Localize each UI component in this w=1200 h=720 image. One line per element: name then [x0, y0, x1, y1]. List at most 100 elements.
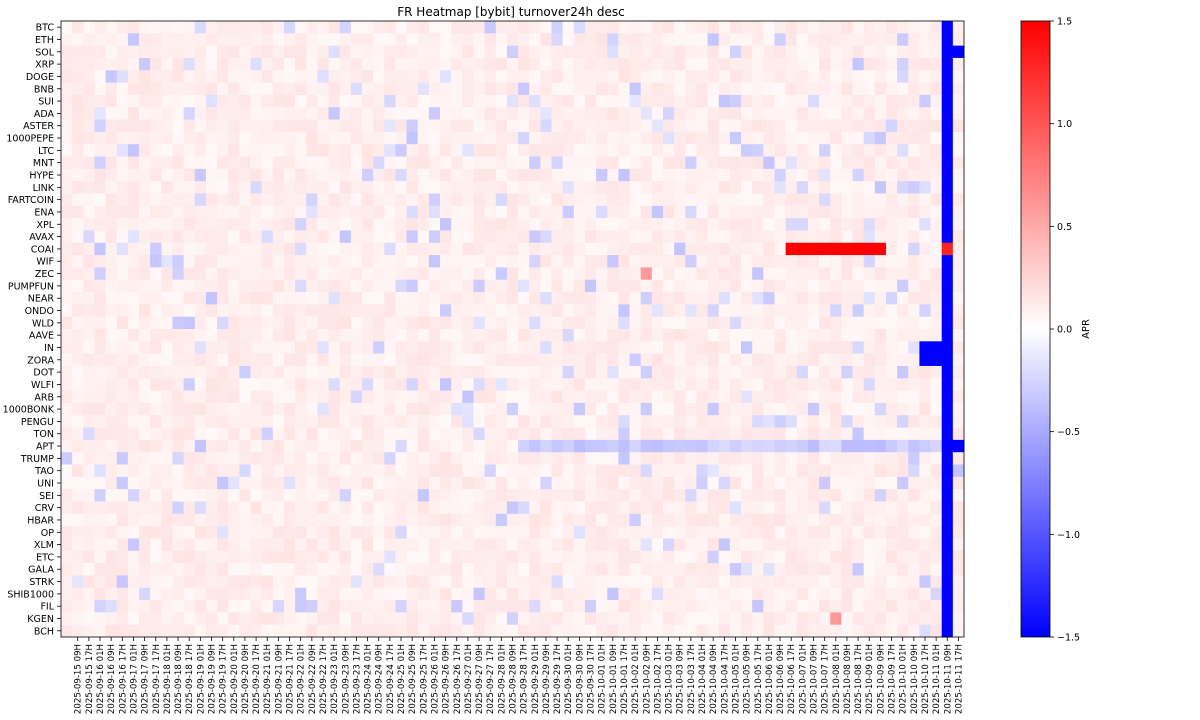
heatmap-cell [194, 255, 207, 268]
heatmap-cell [205, 365, 218, 379]
heatmap-cell [863, 242, 876, 256]
heatmap-cell [785, 427, 798, 441]
heatmap-cell [551, 513, 564, 527]
heatmap-cell [451, 70, 463, 83]
heatmap-cell [261, 168, 274, 182]
heatmap-cell [205, 181, 218, 194]
heatmap-cell [551, 156, 564, 170]
y-tick-label: HBAR [27, 515, 54, 526]
heatmap-cell [618, 600, 630, 613]
heatmap-cell [741, 255, 753, 268]
heatmap-cell [172, 218, 185, 231]
heatmap-cell [205, 587, 218, 601]
heatmap-cell [908, 624, 920, 638]
heatmap-cell [718, 513, 731, 527]
heatmap-cell [72, 353, 84, 367]
heatmap-cell [94, 33, 106, 47]
heatmap-cell [897, 292, 909, 305]
heatmap-cell [919, 168, 931, 182]
heatmap-cell [796, 267, 809, 281]
heatmap-cell [94, 341, 106, 355]
heatmap-cell [718, 526, 731, 539]
heatmap-cell [640, 279, 653, 293]
heatmap-cell [506, 131, 519, 145]
heatmap-cell [194, 230, 207, 244]
heatmap-cell [462, 107, 474, 120]
heatmap-cell [428, 82, 441, 96]
heatmap-cell [785, 218, 798, 231]
heatmap-cell [328, 156, 341, 170]
heatmap-cell [139, 476, 151, 490]
heatmap-cell [362, 563, 374, 576]
heatmap-cell [495, 575, 508, 589]
heatmap-cell [618, 476, 630, 490]
heatmap-cell [841, 21, 853, 34]
heatmap-cell [451, 82, 463, 96]
heatmap-cell [272, 390, 285, 404]
heatmap-cell [217, 94, 229, 108]
x-tick-label: 2025-09-22 09H [308, 644, 318, 714]
heatmap-cell [462, 365, 474, 379]
heatmap-cell [551, 329, 564, 342]
heatmap-cell [406, 365, 419, 379]
heatmap-cell [272, 427, 285, 441]
heatmap-cell [529, 131, 541, 145]
heatmap-cell [651, 365, 664, 379]
heatmap-cell [941, 230, 954, 244]
heatmap-cell [261, 119, 274, 133]
heatmap-cell [930, 341, 943, 355]
heatmap-cell [172, 82, 185, 96]
heatmap-cell [228, 501, 240, 515]
heatmap-cell [183, 193, 196, 207]
heatmap-cell [161, 329, 173, 342]
heatmap-cell [941, 70, 954, 83]
heatmap-cell [105, 292, 118, 305]
heatmap-cell [763, 612, 775, 626]
heatmap-cell [239, 390, 251, 404]
heatmap-cell [261, 526, 274, 539]
heatmap-cell [150, 218, 162, 231]
heatmap-cell [205, 538, 218, 552]
heatmap-cell [339, 439, 352, 453]
heatmap-cell [339, 82, 352, 96]
heatmap-cell [495, 550, 508, 564]
heatmap-cell [317, 439, 329, 453]
heatmap-cell [618, 513, 630, 527]
heatmap-cell [362, 452, 374, 465]
heatmap-cell [295, 464, 307, 478]
heatmap-cell [584, 267, 597, 281]
heatmap-cell [696, 168, 708, 182]
heatmap-cell [440, 476, 452, 490]
heatmap-cell [584, 205, 597, 219]
heatmap-cell [272, 94, 285, 108]
heatmap-cell [629, 33, 642, 47]
heatmap-cell [261, 587, 274, 601]
heatmap-cell [373, 390, 385, 404]
heatmap-cell [161, 415, 173, 428]
heatmap-cell [573, 131, 586, 145]
heatmap-cell [852, 402, 865, 416]
heatmap-cell [139, 168, 151, 182]
heatmap-cell [685, 575, 697, 589]
heatmap-cell [350, 316, 363, 330]
heatmap-cell [796, 94, 809, 108]
heatmap-cell [651, 304, 664, 318]
heatmap-cell [540, 267, 552, 281]
heatmap-cell [930, 193, 943, 207]
heatmap-cell [629, 57, 642, 71]
heatmap-cell [72, 600, 84, 613]
heatmap-cell [116, 21, 129, 34]
heatmap-cell [239, 402, 251, 416]
heatmap-cell [440, 587, 452, 601]
heatmap-cell [830, 600, 842, 613]
heatmap-cell [774, 316, 787, 330]
heatmap-cell [172, 316, 185, 330]
heatmap-cell [841, 304, 853, 318]
heatmap-cell [473, 193, 486, 207]
heatmap-cell [339, 168, 352, 182]
heatmap-cell [629, 365, 642, 379]
heatmap-cell [796, 316, 809, 330]
heatmap-cell [796, 587, 809, 601]
heatmap-cell [451, 476, 463, 490]
heatmap-cell [919, 402, 931, 416]
